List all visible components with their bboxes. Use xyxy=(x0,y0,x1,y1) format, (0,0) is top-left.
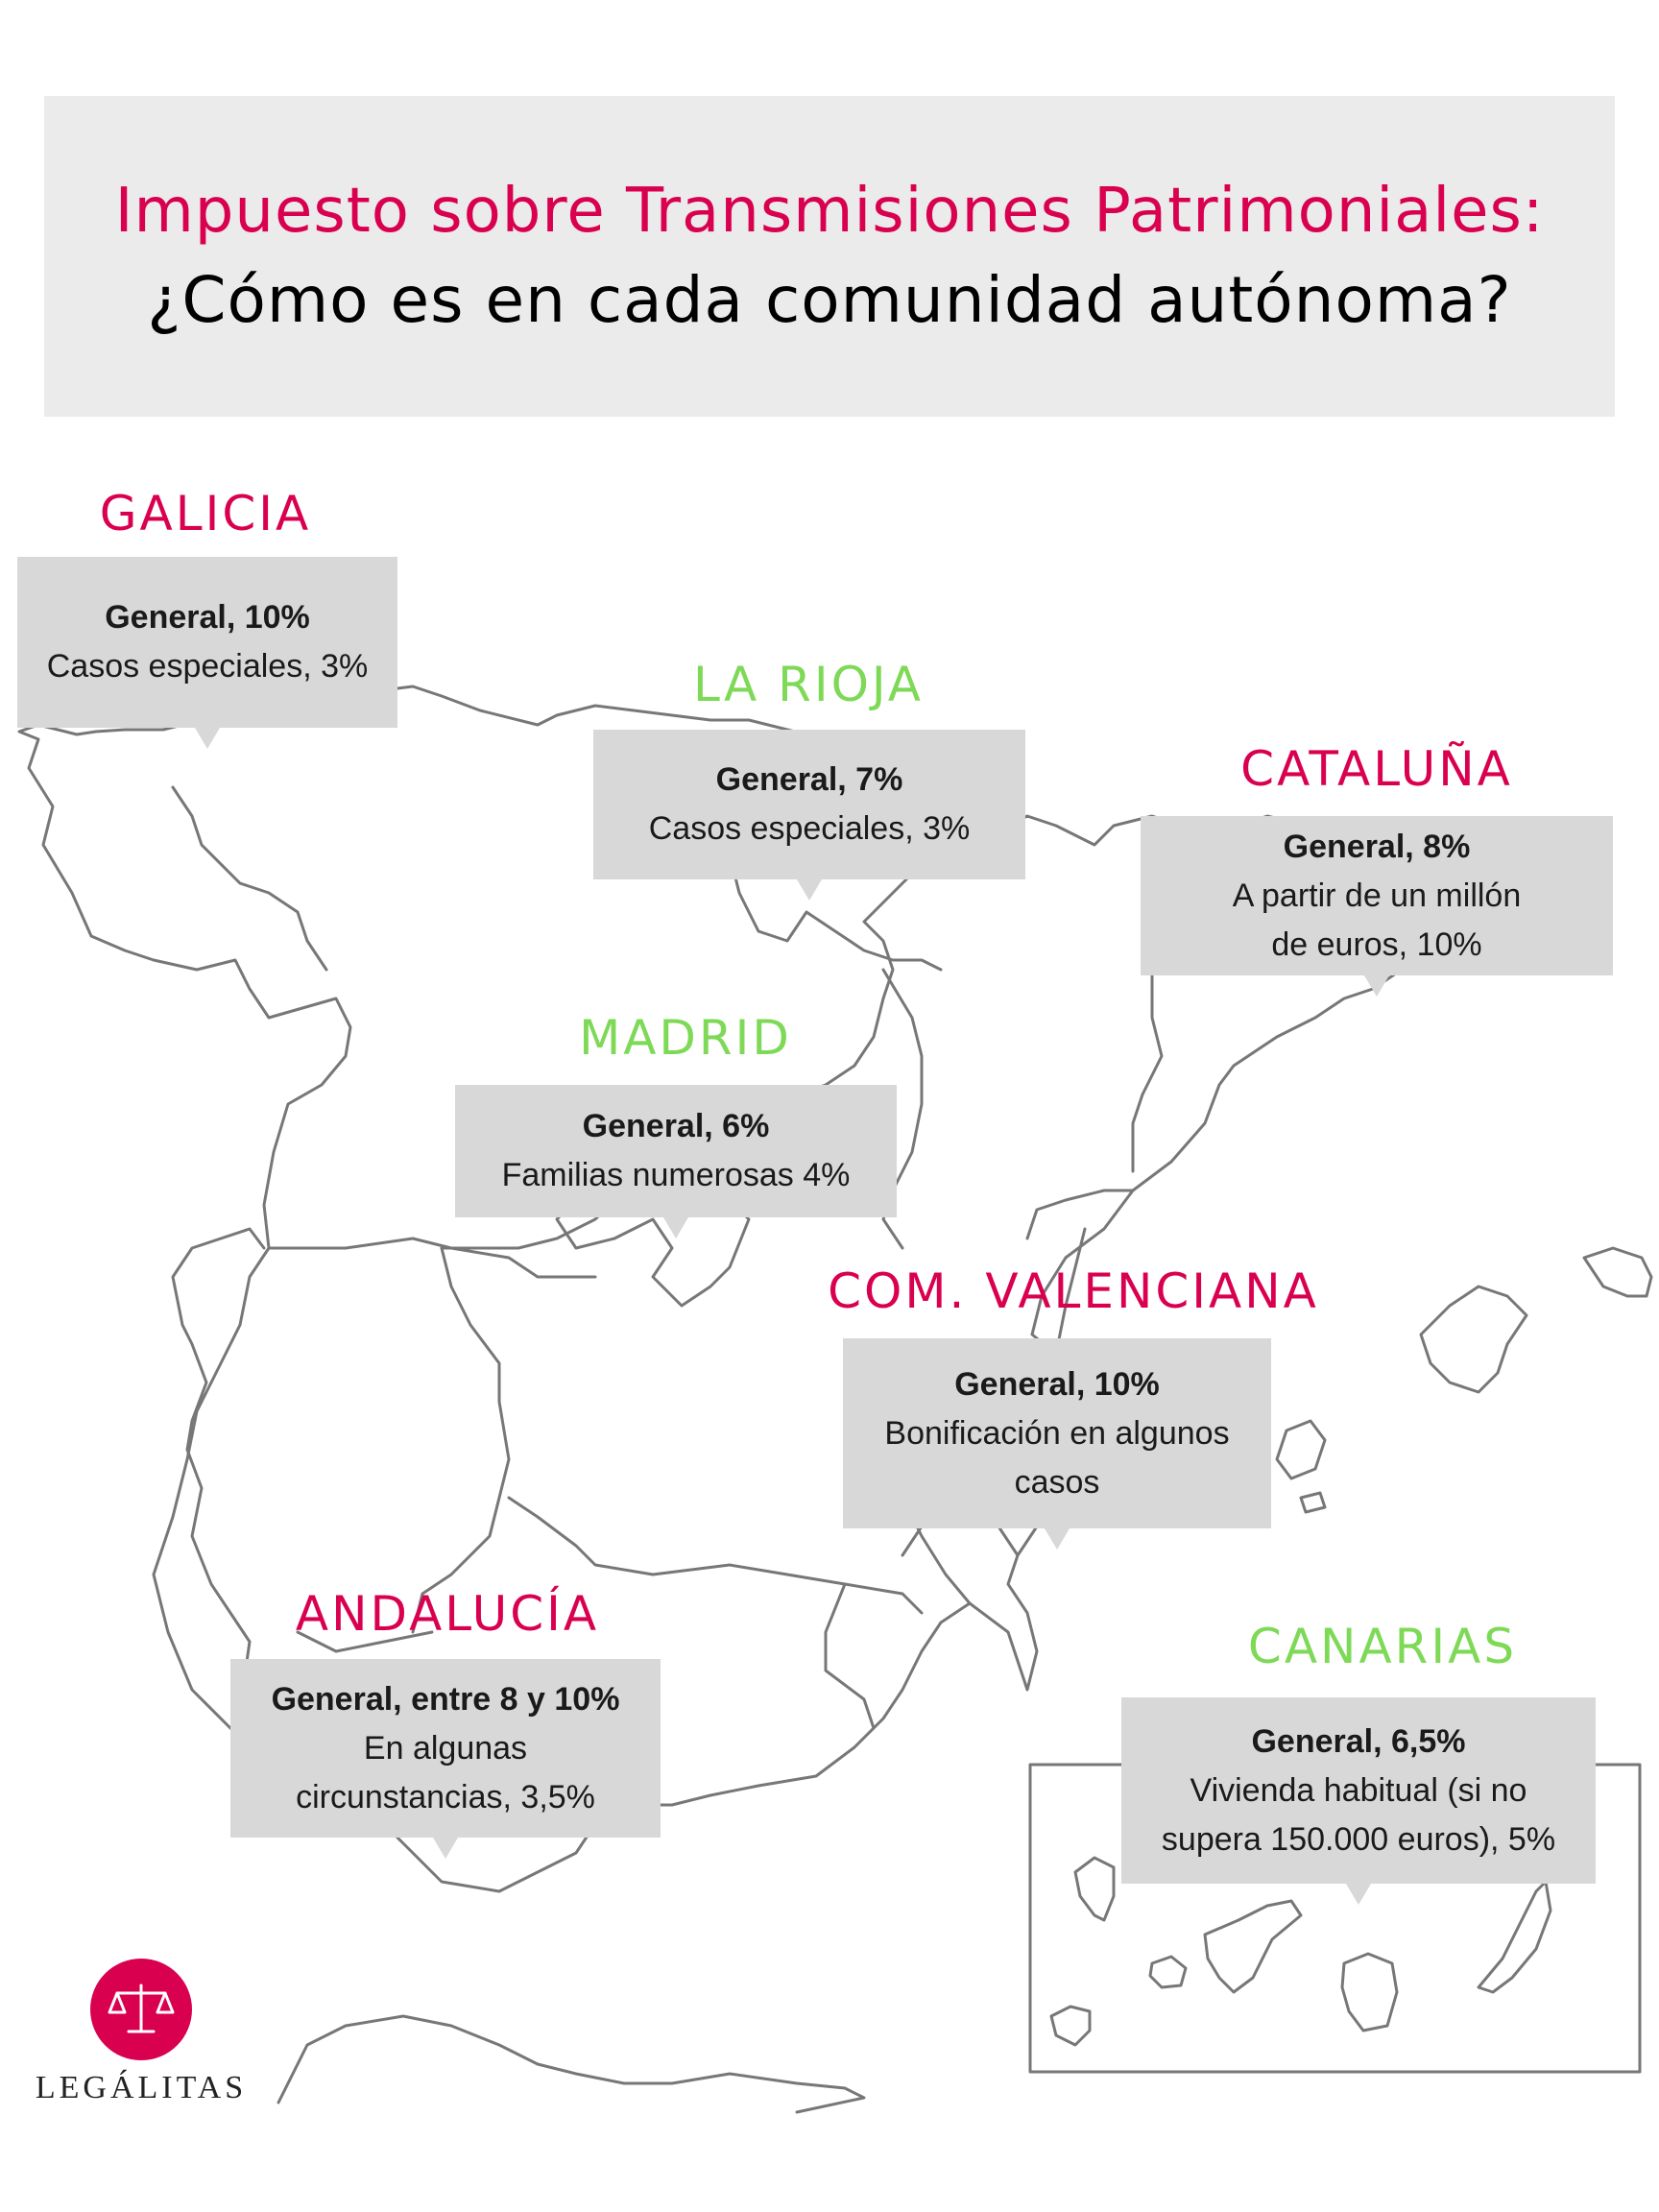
inner-border-12 xyxy=(1131,968,1164,1173)
logo-wordmark: LEGÁLITAS xyxy=(35,2070,248,2105)
region-name-cataluna: CATALUÑA xyxy=(1240,741,1513,797)
formentera-outline xyxy=(1299,1491,1327,1514)
region-name-andalucia: ANDALUCÍA xyxy=(295,1586,600,1642)
gomera-outline xyxy=(1148,1955,1188,1989)
cataluna-threshold-line1: A partir de un millón xyxy=(1232,877,1522,914)
galicia-special-rate: Casos especiales, 3% xyxy=(46,648,369,685)
info-card-valenciana: General, 10% Bonificación en algunos cas… xyxy=(843,1338,1271,1528)
inner-border-4 xyxy=(296,1630,434,1653)
title-banner: Impuesto sobre Transmisiones Patrimonial… xyxy=(44,96,1615,417)
valenciana-bonus-line2: casos xyxy=(1014,1463,1100,1501)
canarias-housing-line1: Vivienda habitual (si no xyxy=(1190,1771,1527,1809)
legalitas-logo: LEGÁLITAS xyxy=(31,1959,252,2105)
info-card-andalucia: General, entre 8 y 10% En algunas circun… xyxy=(230,1659,661,1838)
inner-border-3 xyxy=(507,1496,924,1615)
inner-border-11 xyxy=(728,853,943,972)
madrid-special-rate: Familias numerosas 4% xyxy=(501,1157,851,1193)
galicia-general-rate: General, 10% xyxy=(105,599,310,636)
region-name-canarias: CANARIAS xyxy=(1247,1619,1518,1674)
page-title: Impuesto sobre Transmisiones Patrimonial… xyxy=(114,176,1545,247)
inner-border-2 xyxy=(411,1246,511,1634)
info-card-la-rioja: General, 7% Casos especiales, 3% xyxy=(593,730,1025,879)
portugal-border-south xyxy=(171,1227,266,1711)
region-name-valenciana: COM. VALENCIANA xyxy=(828,1263,1319,1319)
ibiza-outline xyxy=(1275,1419,1327,1480)
fuerteventura-outline xyxy=(1477,1880,1552,1994)
region-name-galicia: GALICIA xyxy=(99,486,312,541)
inner-border-14 xyxy=(1054,1227,1087,1356)
page-subtitle: ¿Cómo es en cada comunidad autónoma? xyxy=(147,262,1512,337)
africa-coast-outline xyxy=(276,2014,866,2114)
info-card-madrid: General, 6% Familias numerosas 4% xyxy=(455,1085,897,1217)
scales-of-justice-icon xyxy=(90,1959,192,2060)
inner-border-1 xyxy=(267,1237,597,1279)
gran-canaria-outline xyxy=(1340,1952,1399,2032)
andalucia-general-rate: General, entre 8 y 10% xyxy=(271,1680,620,1718)
cataluna-threshold-line2: de euros, 10% xyxy=(1271,926,1482,963)
info-card-canarias: General, 6,5% Vivienda habitual (si no s… xyxy=(1121,1697,1596,1884)
tenerife-outline xyxy=(1203,1899,1303,1994)
cataluna-general-rate: General, 8% xyxy=(1283,828,1471,865)
info-card-cataluna: General, 8% A partir de un millón de eur… xyxy=(1141,816,1613,975)
madrid-general-rate: General, 6% xyxy=(582,1108,770,1144)
valenciana-bonus-line1: Bonificación en algunos xyxy=(884,1414,1230,1452)
region-name-la-rioja: LA RIOJA xyxy=(692,657,925,712)
inner-border-5 xyxy=(824,1582,876,1730)
inner-border-16 xyxy=(1025,1189,1135,1240)
el-hierro-outline xyxy=(1049,2005,1092,2047)
canarias-general-rate: General, 6,5% xyxy=(1251,1722,1466,1760)
portugal-border xyxy=(171,785,328,972)
region-name-madrid: MADRID xyxy=(579,1010,792,1066)
andalucia-special-line2: circunstancias, 3,5% xyxy=(296,1778,595,1815)
la-rioja-special-rate: Casos especiales, 3% xyxy=(648,810,971,847)
info-card-galicia: General, 10% Casos especiales, 3% xyxy=(17,557,397,728)
valenciana-general-rate: General, 10% xyxy=(954,1365,1160,1403)
la-palma-outline xyxy=(1073,1856,1116,1922)
mallorca-outline xyxy=(1419,1285,1528,1394)
menorca-outline xyxy=(1582,1246,1653,1298)
andalucia-special-line1: En algunas xyxy=(363,1729,528,1767)
la-rioja-general-rate: General, 7% xyxy=(715,761,903,798)
canarias-housing-line2: supera 150.000 euros), 5% xyxy=(1161,1820,1556,1858)
